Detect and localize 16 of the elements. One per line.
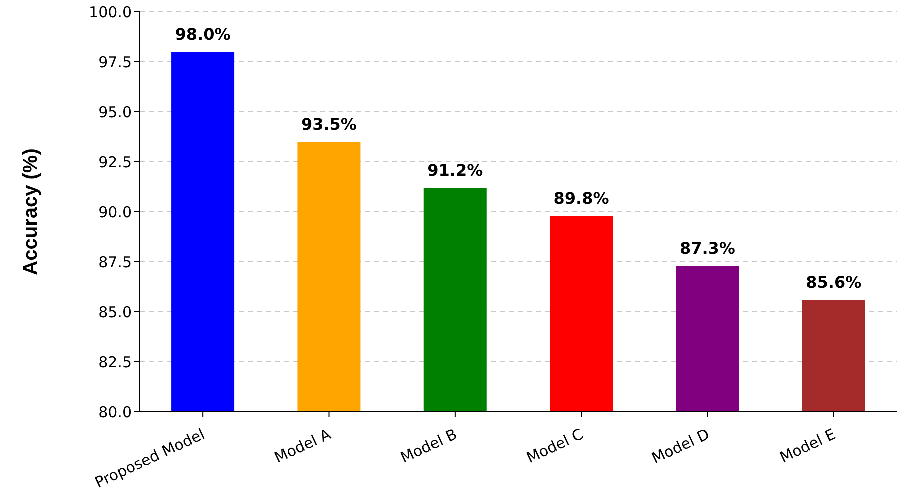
- y-tick-label: 97.5: [98, 53, 132, 72]
- data-label: 91.2%: [428, 161, 484, 180]
- data-label: 93.5%: [301, 115, 357, 134]
- y-axis-title: Accuracy (%): [20, 148, 42, 276]
- data-label: 85.6%: [806, 273, 862, 292]
- y-tick-label: 85.0: [98, 303, 132, 322]
- y-tick-label: 92.5: [98, 153, 132, 172]
- y-tick-label: 87.5: [98, 253, 132, 272]
- y-tick-label: 90.0: [98, 203, 132, 222]
- data-label: 87.3%: [680, 239, 736, 258]
- y-tick-label: 95.0: [98, 103, 132, 122]
- y-tick-label: 100.0: [89, 3, 132, 22]
- y-tick-label: 80.0: [98, 403, 132, 422]
- data-label: 98.0%: [175, 25, 231, 44]
- data-label: 89.8%: [554, 189, 610, 208]
- y-tick-label: 82.5: [98, 353, 132, 372]
